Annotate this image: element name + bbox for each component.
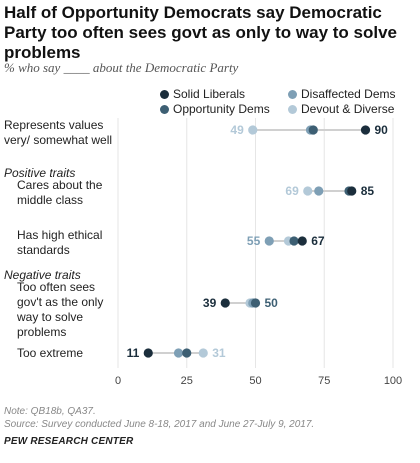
dot-devout-diverse xyxy=(303,186,313,196)
section-label-negative: Negative traits xyxy=(4,268,81,282)
note-text: Note: QB18b, QA37. xyxy=(4,406,96,417)
dot-opportunity-dems xyxy=(250,298,261,308)
dot-opportunity-dems xyxy=(308,125,318,135)
notes: Note: QB18b, QA37. Source: Survey conduc… xyxy=(4,405,314,431)
value-label: 69 xyxy=(285,184,299,198)
chart-subtitle: % who say ____ about the Democratic Part… xyxy=(4,60,239,75)
legend-label: Solid Liberals xyxy=(173,87,246,101)
section-label-positive: Positive traits xyxy=(4,166,76,180)
x-tick-label: 50 xyxy=(249,375,261,387)
value-label: 67 xyxy=(311,234,325,248)
x-tick-label: 100 xyxy=(384,375,402,387)
x-tick-label: 25 xyxy=(181,375,193,387)
dot-solid-liberals xyxy=(220,298,230,308)
legend-dot-disaffected-dems xyxy=(288,90,297,99)
value-label: 31 xyxy=(212,346,226,360)
legend-item-solid-liberals: Solid Liberals xyxy=(160,87,245,101)
value-label: 90 xyxy=(375,123,389,137)
dot-disaffected-dems xyxy=(173,348,184,358)
legend-label: Devout & Diverse xyxy=(301,102,395,116)
dot-disaffected-dems xyxy=(264,236,274,246)
dot-opportunity-dems xyxy=(182,348,192,358)
dot-solid-liberals xyxy=(143,348,153,358)
value-label: 39 xyxy=(203,296,217,310)
legend-dot-devout-diverse xyxy=(288,105,297,114)
row-label-only-way: Too often sees gov't as the only way to … xyxy=(17,280,104,339)
dot-solid-liberals xyxy=(297,236,307,246)
legend-item-opportunity-dems: Opportunity Dems xyxy=(160,102,270,116)
row-label-middle-class: Cares about the middle class xyxy=(17,178,103,207)
dot-devout-diverse xyxy=(198,348,208,358)
dot-plot: 0 25 50 75 100 49 90 69 85 55 67 39 50 11 31 xyxy=(115,118,402,387)
dot-devout-diverse xyxy=(248,125,258,135)
legend-label: Opportunity Dems xyxy=(173,102,270,116)
legend-item-disaffected-dems: Disaffected Dems xyxy=(288,87,395,101)
dot-solid-liberals xyxy=(347,186,357,196)
x-tick-label: 0 xyxy=(115,375,121,387)
row-label-represents-values: Represents values very/ somewhat well xyxy=(4,118,113,147)
value-label: 50 xyxy=(265,296,279,310)
dot-disaffected-dems xyxy=(314,186,324,196)
value-label: 55 xyxy=(247,234,261,248)
value-label: 49 xyxy=(230,123,244,137)
legend-label: Disaffected Dems xyxy=(301,87,396,101)
dot-solid-liberals xyxy=(360,125,371,135)
chart-title: Half of Opportunity Democrats say Democr… xyxy=(4,3,397,62)
value-label: 85 xyxy=(361,184,375,198)
value-label: 11 xyxy=(127,346,140,360)
row-label-ethical-standards: Has high ethical standards xyxy=(17,228,103,257)
source-organization: PEW RESEARCH CENTER xyxy=(4,436,134,447)
dot-opportunity-dems xyxy=(289,236,299,246)
source-text: Source: Survey conducted June 8-18, 2017… xyxy=(4,419,315,430)
x-tick-label: 75 xyxy=(318,375,330,387)
legend-dot-opportunity-dems xyxy=(160,105,169,114)
legend-item-devout-diverse: Devout & Diverse xyxy=(288,102,394,116)
row-label-too-extreme: Too extreme xyxy=(17,346,84,360)
legend-dot-solid-liberals xyxy=(160,90,169,99)
